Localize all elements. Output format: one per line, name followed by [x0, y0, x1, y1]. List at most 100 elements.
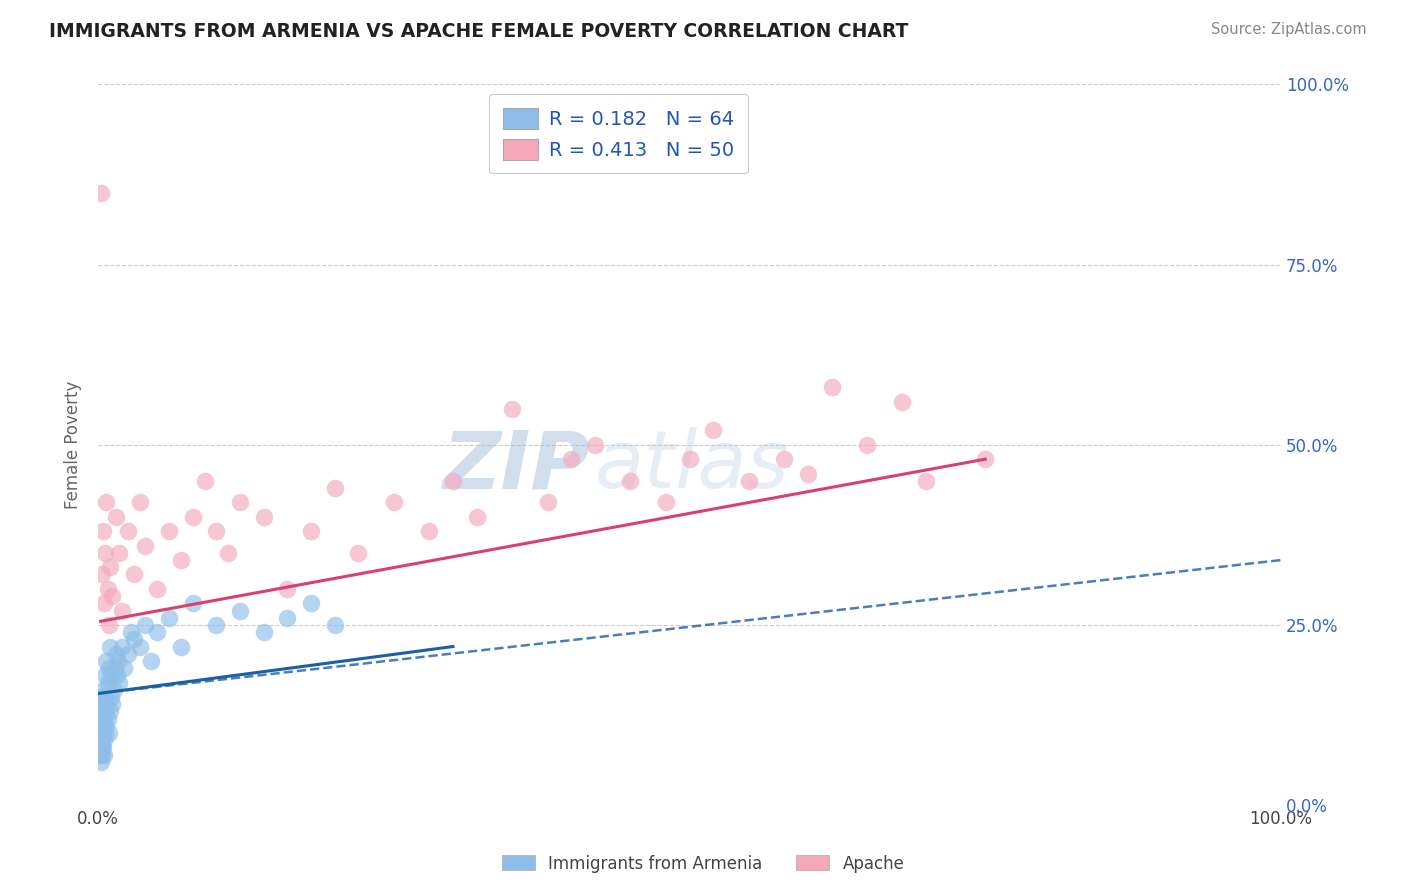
Point [122, 632, 145, 647]
Point [323, 481, 346, 495]
Point [112, 661, 135, 675]
Point [128, 640, 150, 654]
Point [974, 452, 997, 467]
Point [181, 509, 204, 524]
Point [229, 603, 252, 617]
Point [91, 524, 114, 539]
Point [98, 640, 121, 654]
Point [97, 582, 120, 596]
Y-axis label: Female Poverty: Female Poverty [65, 381, 82, 509]
Point [891, 394, 914, 409]
Point [90, 712, 112, 726]
Point [105, 668, 128, 682]
Point [104, 661, 127, 675]
Point [170, 553, 193, 567]
Point [157, 524, 180, 539]
Point [678, 452, 700, 467]
Point [100, 690, 122, 704]
Point [89, 747, 111, 762]
Point [347, 546, 370, 560]
Point [170, 640, 193, 654]
Point [441, 474, 464, 488]
Point [93, 747, 115, 762]
Point [122, 567, 145, 582]
Point [90, 733, 112, 747]
Point [96, 697, 118, 711]
Point [90, 690, 112, 704]
Point [90, 740, 112, 755]
Point [103, 682, 125, 697]
Point [90, 719, 112, 733]
Point [90, 733, 112, 747]
Point [101, 589, 124, 603]
Point [560, 452, 582, 467]
Point [90, 719, 112, 733]
Point [100, 668, 122, 682]
Point [89, 712, 111, 726]
Point [111, 640, 134, 654]
Point [418, 524, 440, 539]
Point [141, 654, 163, 668]
Point [90, 755, 112, 769]
Point [94, 705, 117, 719]
Point [915, 474, 938, 488]
Point [104, 509, 127, 524]
Point [117, 524, 139, 539]
Text: Source: ZipAtlas.com: Source: ZipAtlas.com [1211, 22, 1367, 37]
Point [90, 747, 112, 762]
Point [128, 495, 150, 509]
Point [97, 675, 120, 690]
Point [93, 712, 115, 726]
Point [820, 380, 842, 394]
Point [93, 690, 115, 704]
Point [98, 705, 121, 719]
Point [702, 423, 724, 437]
Point [205, 618, 228, 632]
Point [134, 539, 156, 553]
Point [253, 625, 276, 640]
Text: atlas: atlas [595, 427, 790, 506]
Point [97, 726, 120, 740]
Point [91, 705, 114, 719]
Point [96, 654, 118, 668]
Point [194, 474, 217, 488]
Point [91, 682, 114, 697]
Point [108, 675, 131, 690]
Point [108, 546, 131, 560]
Point [583, 438, 606, 452]
Point [382, 495, 405, 509]
Point [90, 726, 112, 740]
Point [90, 567, 112, 582]
Point [104, 647, 127, 661]
Point [205, 524, 228, 539]
Point [117, 647, 139, 661]
Point [94, 546, 117, 560]
Point [94, 726, 117, 740]
Point [655, 495, 678, 509]
Point [299, 524, 322, 539]
Point [146, 625, 169, 640]
Point [856, 438, 879, 452]
Point [537, 495, 560, 509]
Point [738, 474, 761, 488]
Point [89, 697, 111, 711]
Point [90, 186, 112, 200]
Point [501, 401, 523, 416]
Text: IMMIGRANTS FROM ARMENIA VS APACHE FEMALE POVERTY CORRELATION CHART: IMMIGRANTS FROM ARMENIA VS APACHE FEMALE… [49, 22, 908, 41]
Point [323, 618, 346, 632]
Point [101, 697, 124, 711]
Point [146, 582, 169, 596]
Point [91, 726, 114, 740]
Point [253, 509, 276, 524]
Point [120, 625, 142, 640]
Point [181, 596, 204, 610]
Point [299, 596, 322, 610]
Point [619, 474, 641, 488]
Point [107, 654, 129, 668]
Point [797, 467, 820, 481]
Legend: Immigrants from Armenia, Apache: Immigrants from Armenia, Apache [495, 848, 911, 880]
Point [111, 603, 134, 617]
Point [157, 611, 180, 625]
Point [90, 740, 112, 755]
Point [97, 661, 120, 675]
